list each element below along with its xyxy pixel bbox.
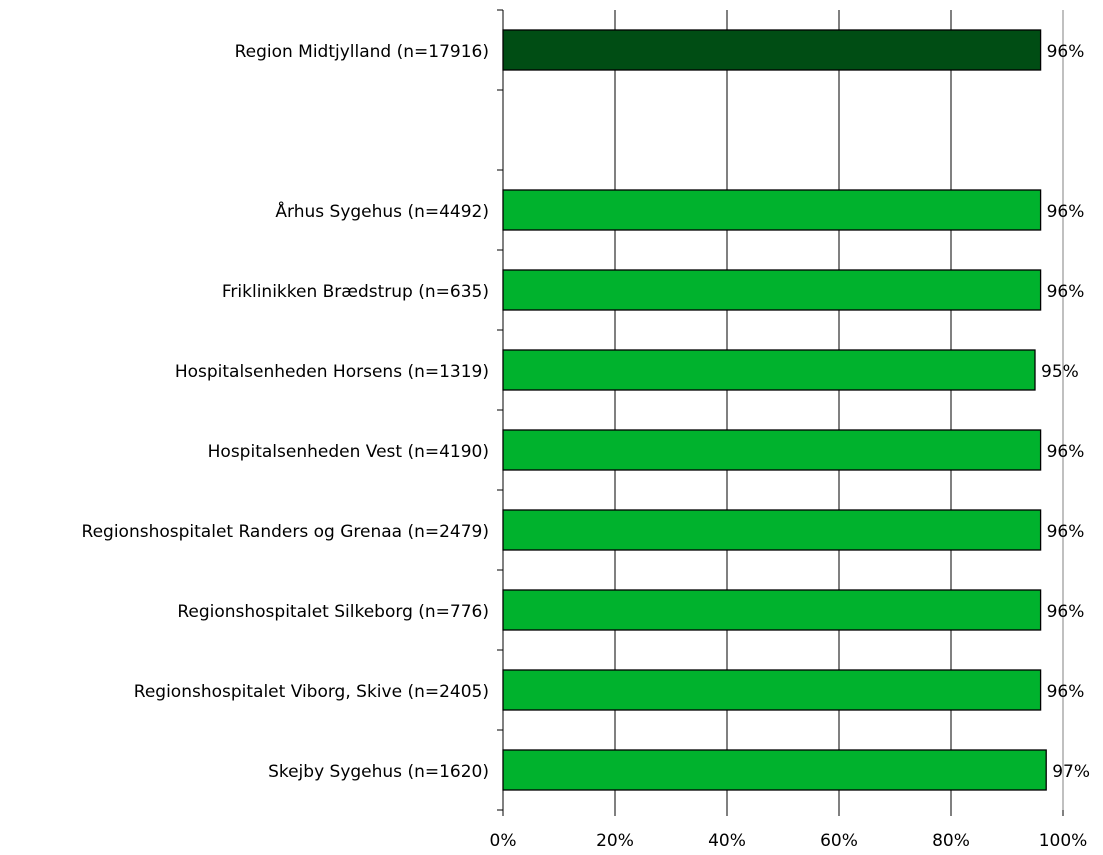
category-label-9: Skejby Sygehus (n=1620) <box>268 762 489 782</box>
category-label-2: Århus Sygehus (n=4492) <box>275 200 489 222</box>
value-label-9: 97% <box>1052 762 1090 782</box>
x-tick-label-20: 20% <box>596 831 634 851</box>
bar-6 <box>502 509 1042 551</box>
bar-0 <box>502 29 1042 71</box>
bar-2 <box>502 189 1042 231</box>
axis-layer <box>497 9 1064 816</box>
category-label-6: Regionshospitalet Randers og Grenaa (n=2… <box>82 522 489 542</box>
bars-layer <box>502 29 1047 791</box>
value-label-5: 96% <box>1047 442 1085 462</box>
category-label-7: Regionshospitalet Silkeborg (n=776) <box>177 602 489 622</box>
bar-9 <box>502 749 1047 791</box>
category-label-5: Hospitalsenheden Vest (n=4190) <box>208 442 489 462</box>
value-label-3: 96% <box>1047 282 1085 302</box>
value-label-7: 96% <box>1047 602 1085 622</box>
category-label-3: Friklinikken Brædstrup (n=635) <box>222 282 489 302</box>
bar-7 <box>502 589 1042 631</box>
bar-8 <box>502 669 1042 711</box>
x-tick-label-40: 40% <box>708 831 746 851</box>
bar-5 <box>502 429 1042 471</box>
value-label-0: 96% <box>1047 42 1085 62</box>
x-tick-label-100: 100% <box>1039 831 1088 851</box>
x-tick-label-60: 60% <box>820 831 858 851</box>
bar-3 <box>502 269 1042 311</box>
value-label-2: 96% <box>1047 202 1085 222</box>
value-label-8: 96% <box>1047 682 1085 702</box>
category-label-4: Hospitalsenheden Horsens (n=1319) <box>175 362 489 382</box>
category-label-0: Region Midtjylland (n=17916) <box>235 42 489 62</box>
category-label-8: Regionshospitalet Viborg, Skive (n=2405) <box>134 682 489 702</box>
value-label-6: 96% <box>1047 522 1085 542</box>
value-label-4: 95% <box>1041 362 1079 382</box>
x-tick-label-0: 0% <box>490 831 517 851</box>
x-tick-label-80: 80% <box>932 831 970 851</box>
labels-layer: 96% Region Midtjylland (n=17916) 96% Århus … <box>82 42 1090 851</box>
bar-4 <box>502 349 1036 391</box>
